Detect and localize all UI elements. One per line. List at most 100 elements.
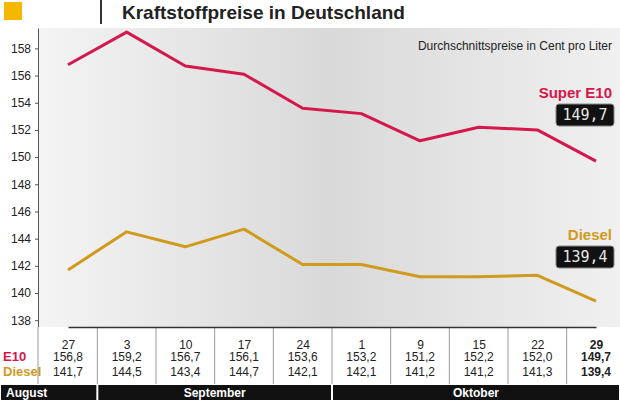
table-value: 156,7 (170, 350, 200, 364)
y-tick: 150 (11, 150, 38, 164)
y-tick-label: 138 (11, 314, 31, 328)
y-tick-mark (35, 293, 38, 294)
x-tick: 29 (590, 327, 604, 352)
value-display (556, 246, 614, 268)
x-tick: 1 (358, 327, 365, 352)
table-value: 142,1 (288, 365, 318, 379)
y-tick: 154 (11, 96, 38, 110)
x-groups: August September Oktober (1, 385, 619, 400)
title-divider (100, 0, 102, 24)
y-tick: 158 (11, 42, 38, 56)
x-group-band (98, 385, 331, 400)
column-separator (273, 327, 274, 384)
row-label: Diesel (3, 364, 41, 379)
y-tick-mark (35, 130, 38, 131)
y-tick-mark (35, 266, 38, 267)
y-tick-mark (35, 76, 38, 77)
column-separator (332, 327, 333, 384)
value-display (556, 104, 614, 126)
title: Kraftstoffpreise in Deutschland (122, 2, 405, 23)
column-separator (97, 327, 98, 384)
table-value: 156,1 (229, 350, 259, 364)
x-group-label: Oktober (453, 386, 499, 400)
row-label: E10 (3, 349, 26, 364)
y-tick-mark (35, 211, 38, 212)
table-value: 151,2 (405, 350, 435, 364)
x-axis: 27 3 10 17 24 1 9 15 22 29 (62, 327, 604, 352)
table-value: 144,7 (229, 365, 259, 379)
x-tick: 3 (124, 327, 131, 352)
y-tick-label: 148 (11, 178, 31, 192)
y-tick-label: 150 (11, 150, 31, 164)
y-tick-label: 142 (11, 259, 31, 273)
y-tick-label: 158 (11, 42, 31, 56)
table-value: 143,4 (170, 365, 200, 379)
table-value: 144,5 (112, 365, 142, 379)
x-axis-line (69, 327, 597, 329)
value-display-text: 139,4 (562, 248, 607, 266)
y-tick-mark (35, 103, 38, 104)
table-value: 153,6 (288, 350, 318, 364)
column-separator (156, 327, 157, 384)
x-tick: 15 (472, 327, 486, 352)
x-tick: 24 (296, 327, 310, 352)
table-value: 141,2 (464, 365, 494, 379)
y-tick-label: 144 (11, 232, 31, 246)
x-group-band (333, 385, 619, 400)
y-tick-label: 152 (11, 123, 31, 137)
table-value: 153,2 (346, 350, 376, 364)
table-value: 159,2 (112, 350, 142, 364)
column-separator (214, 327, 215, 384)
x-group-label: August (6, 386, 47, 400)
y-tick-mark (35, 157, 38, 158)
y-tick-mark (35, 184, 38, 185)
column-separator (449, 327, 450, 384)
y-tick-mark (35, 320, 38, 321)
y-tick: 138 (11, 314, 38, 328)
column-separator (508, 327, 509, 384)
x-group-band (1, 385, 96, 400)
table-value: 149,7 (581, 350, 611, 364)
y-axis: 138 140 142 144 146 148 150 152 154 156 158 (11, 29, 39, 328)
y-tick-label: 154 (11, 96, 31, 110)
y-tick-label: 146 (11, 205, 31, 219)
title-square (4, 2, 22, 20)
table-value: 141,3 (522, 365, 552, 379)
column-separator (566, 327, 567, 384)
series-line (68, 229, 596, 301)
series-line (68, 32, 596, 161)
table-value: 139,4 (581, 365, 611, 379)
x-tick: 9 (417, 327, 424, 352)
plot-background (38, 28, 620, 327)
y-tick-label: 140 (11, 286, 31, 300)
y-tick: 140 (11, 286, 38, 300)
x-tick: 17 (238, 327, 252, 352)
y-tick-mark (35, 48, 38, 49)
chart: Kraftstoffpreise in Deutschland Durchschn… (0, 0, 620, 400)
y-tick: 148 (11, 178, 38, 192)
series-label: Diesel (568, 226, 612, 243)
table-value: 152,0 (522, 350, 552, 364)
y-tick-mark (35, 239, 38, 240)
table-value: 141,2 (405, 365, 435, 379)
column-separator (390, 327, 391, 384)
column-separators (97, 327, 566, 384)
table-value: 141,7 (53, 365, 83, 379)
subtitle: Durchschnittspreise in Cent pro Liter (418, 39, 612, 53)
y-tick: 142 (11, 259, 38, 273)
table-value: 156,8 (53, 350, 83, 364)
table-value: 142,1 (346, 365, 376, 379)
series-label: Super E10 (539, 84, 612, 101)
lines (68, 32, 596, 301)
y-tick: 146 (11, 205, 38, 219)
table-background (0, 327, 620, 384)
y-tick: 152 (11, 123, 38, 137)
x-tick: 27 (62, 327, 76, 352)
y-tick: 156 (11, 69, 38, 83)
y-tick: 144 (11, 232, 38, 246)
value-display-text: 149,7 (562, 106, 607, 124)
x-group-label: September (184, 386, 246, 400)
y-axis-line (38, 29, 39, 328)
x-tick: 10 (179, 327, 193, 352)
x-tick: 22 (531, 327, 545, 352)
